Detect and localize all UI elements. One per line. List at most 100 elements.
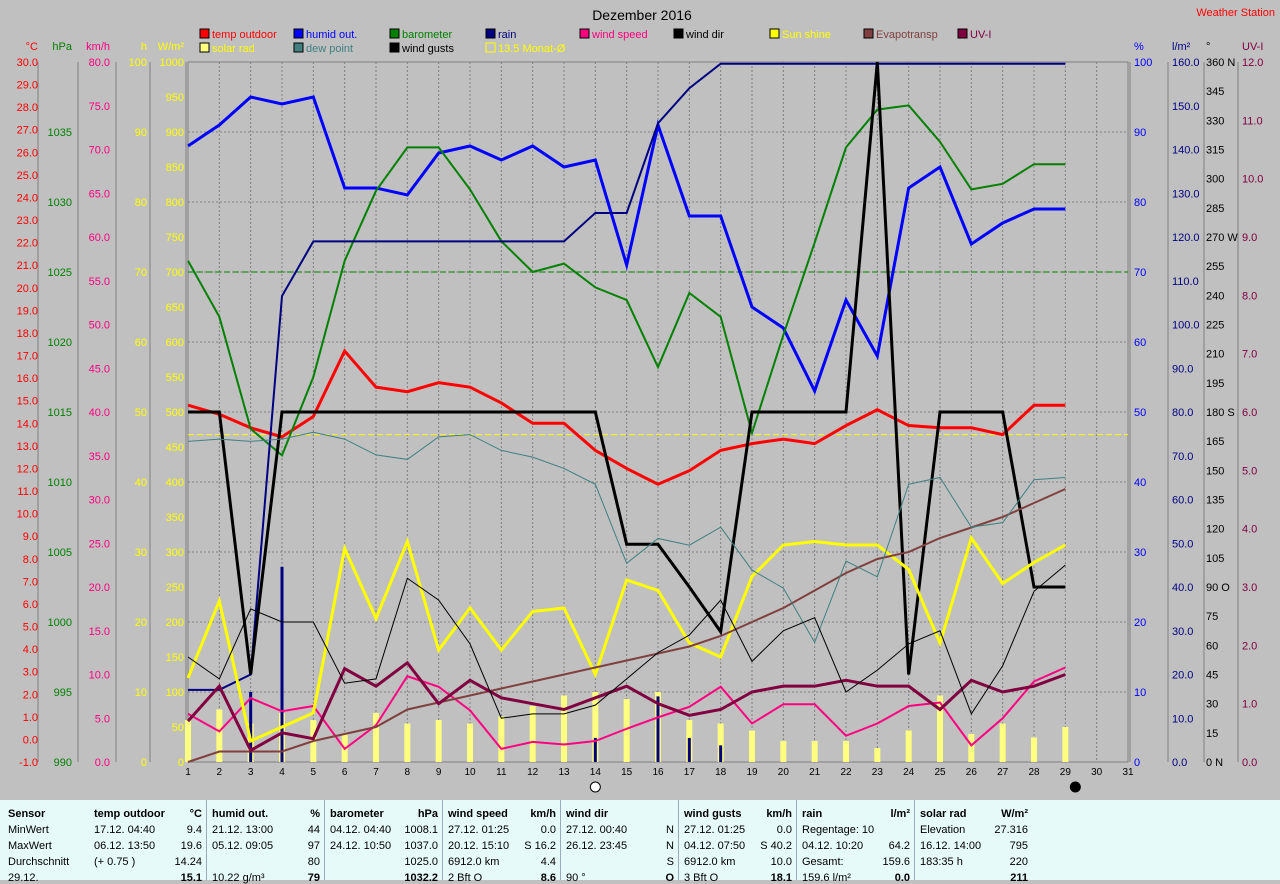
axis-tick-dir: 135 <box>1206 495 1224 507</box>
stats-cell-time: 20.12. 15:10 <box>448 840 510 852</box>
stats-cell-value: 18.1 <box>770 872 792 884</box>
chart-title: Dezember 2016 <box>592 7 692 23</box>
stats-separator <box>324 800 325 880</box>
axis-tick-baro: 1010 <box>48 477 72 489</box>
stats-panel: Sensor MinWert MaxWert Durchschnitt 29.12. te… <box>0 800 1280 884</box>
series-line-humid-out- <box>187 95 1066 395</box>
axis-tick-dir: 150 <box>1206 465 1224 477</box>
stats-cell-value: N <box>666 840 674 852</box>
bar-solar <box>498 716 505 762</box>
stats-row-label: Sensor <box>8 808 46 820</box>
legend-swatch <box>389 28 400 39</box>
stats-cell-value: S 40.2 <box>760 840 792 852</box>
axis-tick-temp: 7.0 <box>23 576 38 588</box>
axis-tick-baro: 1005 <box>48 547 72 559</box>
axis-tick-solar: 150 <box>166 652 184 664</box>
x-tick-label: 7 <box>373 767 379 778</box>
axis-tick-temp: 25.0 <box>17 170 38 182</box>
axis-tick-wind: 30.0 <box>89 495 110 507</box>
axis-tick-temp: 24.0 <box>17 192 38 204</box>
axis-tick-dir: 15 <box>1206 728 1218 740</box>
bar-solar <box>592 692 599 762</box>
stats-cell-time: (+ 0.75 ) <box>94 856 136 868</box>
axis-tick-humid: 100 <box>1134 57 1152 69</box>
stats-row-label: MinWert <box>8 824 49 836</box>
legend-label: dew point <box>306 43 353 55</box>
legend-swatch <box>389 42 400 53</box>
legend-swatch <box>863 28 874 39</box>
axis-tick-wind: 55.0 <box>89 276 110 288</box>
stats-cell-value: 8.6 <box>540 872 556 884</box>
axis-tick-temp: 1.0 <box>23 712 38 724</box>
axis-tick-solar: 600 <box>166 337 184 349</box>
x-tick-label: 5 <box>311 767 317 778</box>
stats-cell-time: 04.12. 04:40 <box>330 824 392 836</box>
bar-solar <box>905 730 912 762</box>
stats-cell-value: 0.0 <box>894 872 910 884</box>
stats-separator <box>914 800 915 880</box>
axis-tick-rain: 140.0 <box>1172 145 1200 157</box>
x-tick-label: 30 <box>1091 767 1103 778</box>
axis-tick-humid: 50 <box>1134 407 1146 419</box>
series-line-evapotransp <box>187 488 1066 763</box>
axis-tick-temp: 3.0 <box>23 667 38 679</box>
axis-tick-rain: 20.0 <box>1172 670 1193 682</box>
stats-col-title: barometer <box>330 808 384 820</box>
axis-tick-sun_h: 60 <box>135 337 147 349</box>
x-tick-label: 13 <box>558 767 570 778</box>
axis-tick-solar: 1000 <box>160 57 184 69</box>
bar-solar <box>749 730 755 762</box>
axis-tick-temp: 26.0 <box>17 147 38 159</box>
axis-tick-dir: 120 <box>1206 524 1224 536</box>
axis-tick-solar: 400 <box>166 477 184 489</box>
axis-tick-sun_h: 50 <box>135 407 147 419</box>
stats-cell-time: 27.12. 01:25 <box>448 824 510 836</box>
stats-cell-time: 16.12. 14:00 <box>920 840 982 852</box>
axis-tick-temp: 15.0 <box>17 396 38 408</box>
axis-tick-uvi: 9.0 <box>1242 232 1257 244</box>
x-tick-label: 14 <box>590 767 602 778</box>
axis-tick-temp: 10.0 <box>17 509 38 521</box>
stats-col-unit: °C <box>189 808 202 820</box>
stats-cell-time: 04.12. 10:20 <box>802 840 864 852</box>
axis-tick-rain: 10.0 <box>1172 713 1193 725</box>
stats-col-title: wind gusts <box>684 808 742 820</box>
axis-tick-temp: 21.0 <box>17 260 38 272</box>
stats-cell-time: 183:35 h <box>920 856 963 868</box>
stats-cell-time: 90 ° <box>566 872 586 884</box>
x-tick-label: 10 <box>464 767 476 778</box>
axis-tick-solar: 700 <box>166 267 184 279</box>
bar-solar <box>1031 737 1037 762</box>
stats-cell-time: Regentage: 10 <box>802 824 875 836</box>
axis-tick-wind: 40.0 <box>89 407 110 419</box>
axis-tick-uvi: 8.0 <box>1242 290 1257 302</box>
axis-tick-temp: 30.0 <box>17 57 38 69</box>
axis-tick-baro: 995 <box>54 687 72 699</box>
axis-tick-dir: 210 <box>1206 349 1224 361</box>
bar-solar <box>780 741 787 762</box>
axis-tick-sun_h: 70 <box>135 267 147 279</box>
axis-tick-sun_h: 80 <box>135 197 147 209</box>
x-tick-label: 3 <box>248 767 254 778</box>
stats-cell-value: 0.0 <box>540 824 556 836</box>
axis-tick-sun_h: 100 <box>129 57 147 69</box>
series-line-sun-shine <box>186 534 1067 744</box>
x-tick-label: 26 <box>966 767 978 778</box>
stats-cell-value: 0.0 <box>776 824 792 836</box>
axis-tick-temp: 17.0 <box>17 351 38 363</box>
axis-tick-baro: 1020 <box>48 337 72 349</box>
axis-tick-uvi: 2.0 <box>1242 640 1257 652</box>
axis-tick-dir: 300 <box>1206 174 1224 186</box>
axis-tick-solar: 100 <box>166 687 184 699</box>
axis-tick-baro: 1015 <box>48 407 72 419</box>
stats-cell-value: 4.4 <box>540 856 556 868</box>
axis-tick-dir: 30 <box>1206 699 1218 711</box>
legend-label: 13.5 Monat-Ø <box>498 43 566 55</box>
legend: temp outdoor humid out. barometer rain wind … <box>199 28 991 55</box>
stats-cell-value: 159.6 <box>882 856 910 868</box>
axis-tick-wind: 5.0 <box>95 713 110 725</box>
axis-tick-humid: 30 <box>1134 547 1146 559</box>
series-line-wind-gusts <box>187 564 1066 719</box>
axis-tick-dir: 75 <box>1206 611 1218 623</box>
legend-swatch <box>199 28 210 39</box>
